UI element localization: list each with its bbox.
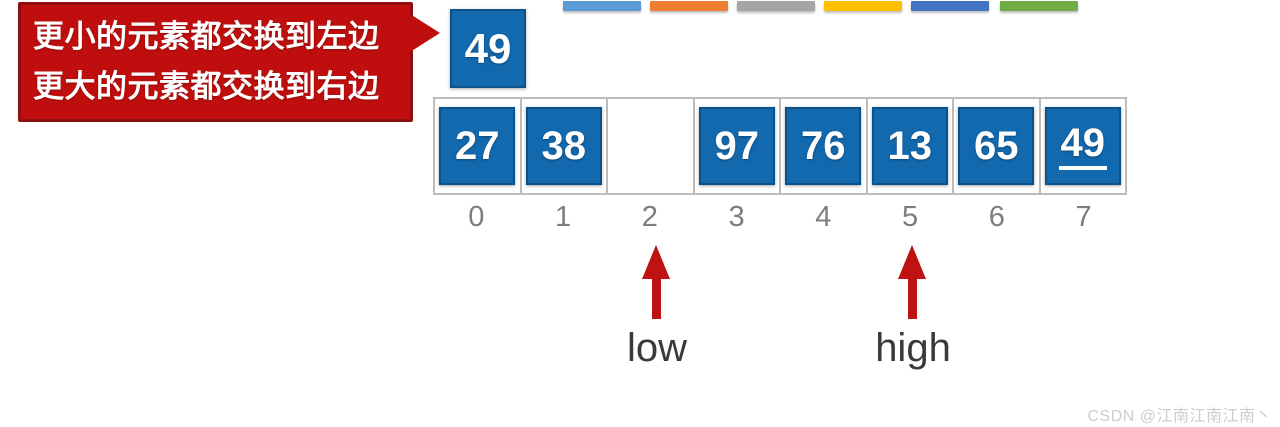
element-value: 76 [801,124,846,168]
array-container: 27 38 97 76 13 65 [433,97,1127,195]
array-cell-2-empty [608,99,695,193]
callout-line-1: 更小的元素都交换到左边 [33,19,380,54]
element-box: 13 [871,107,948,185]
element-box: 49 [1044,107,1121,185]
array-cell-1: 38 [522,99,608,193]
element-value: 97 [714,124,760,168]
arrow-head [898,245,926,279]
pivot-value: 49 [464,24,512,72]
pivot-box: 49 [450,9,526,88]
element-box: 65 [958,107,1035,185]
decoration-bar-dark-blue [911,1,989,11]
element-box: 38 [525,107,602,185]
element-value: 13 [887,124,933,168]
element-value: 38 [541,124,587,168]
index-label-1: 1 [555,201,572,233]
index-label-4: 4 [815,201,832,233]
arrow-shaft [907,279,917,319]
element-box: 27 [439,107,516,185]
callout-box: 更小的元素都交换到左边 更大的元素都交换到右边 [18,2,413,122]
watermark: CSDN @江南江南江南丶 [1087,408,1272,425]
low-pointer-label: low [626,326,688,370]
low-arrow-up-icon [642,245,670,319]
array-cell-5: 13 [868,99,954,193]
index-label-0: 0 [468,201,485,233]
arrow-shaft [651,279,661,319]
high-pointer-label: high [875,326,951,370]
element-box: 76 [785,107,862,185]
arrow-head [642,245,670,279]
element-value-underlined: 49 [1058,123,1107,170]
element-value: 27 [455,124,500,168]
array-cell-6: 65 [954,99,1041,193]
index-label-5: 5 [902,201,919,233]
index-row: 0 1 2 3 4 5 6 7 [433,201,1127,234]
element-value: 65 [974,124,1019,168]
index-label-6: 6 [988,201,1005,233]
element-box: 97 [698,107,775,185]
decoration-bar-gray [737,1,815,11]
array-cell-0: 27 [435,99,522,193]
callout-pointer-triangle [410,14,440,52]
decoration-bar-gold [824,1,902,11]
high-arrow-up-icon [898,245,926,319]
decoration-bar-orange [650,1,728,11]
decoration-bar-green [1000,1,1078,11]
index-label-2: 2 [641,201,658,233]
callout-line-2: 更大的元素都交换到右边 [33,69,380,104]
array-cell-3: 97 [695,99,781,193]
array-cell-7: 49 [1041,99,1126,193]
array-cell-4: 76 [781,99,868,193]
decoration-bar-blue [563,1,641,11]
index-label-3: 3 [728,201,745,233]
index-label-7: 7 [1075,201,1092,233]
